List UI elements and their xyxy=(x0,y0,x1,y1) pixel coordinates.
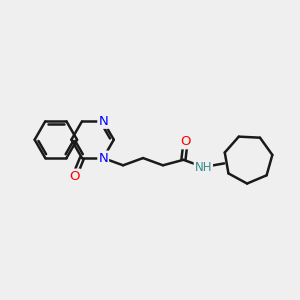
Text: O: O xyxy=(69,169,80,183)
Text: NH: NH xyxy=(195,160,212,174)
Text: N: N xyxy=(98,115,108,128)
Text: N: N xyxy=(98,152,108,165)
Text: O: O xyxy=(180,135,191,148)
